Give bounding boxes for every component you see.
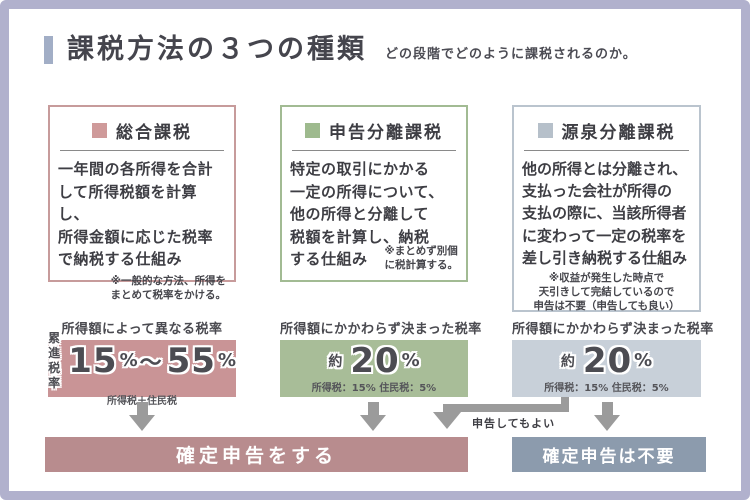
- green-square-icon: [305, 123, 320, 138]
- rate-value: 累進 税率 15 % ～ 55 %: [48, 331, 236, 391]
- badge-line: 税率: [48, 360, 62, 390]
- conclusion-no-tax-return-needed: 確定申告は不要: [512, 437, 706, 472]
- card-note: ※収益が発生した時点で 天引きして完結しているので 申告は不要（申告しても良い）: [522, 271, 691, 314]
- card-note: ※まとめず別個 に税計算する。: [385, 244, 459, 272]
- gray-square-icon: [537, 123, 553, 138]
- body-line: 所得金額に応じた税率: [58, 227, 214, 246]
- badge-line: 累進: [48, 330, 62, 360]
- rate-box-fixed-1: 約 20 % 所得税：15% 住民税：5%: [280, 340, 468, 397]
- card-body: 特定の取引にかかる 一定の所得について、 他の所得と分離して 税額を計算し、納税…: [290, 158, 458, 271]
- card-separate-withholding-taxation: 源泉分離課税 他の所得とは分離され、 支払った会社が所得の 支払の際に、当該所得…: [512, 105, 701, 312]
- note-line: ※まとめず別個: [384, 244, 458, 257]
- approx-prefix: 約: [328, 353, 343, 370]
- rate-sub-label: 所得税：15% 住民税：5%: [311, 382, 437, 394]
- body-line: 他の所得と分離して: [290, 205, 430, 223]
- body-line: 一定の所得について、: [290, 182, 444, 201]
- rate-label-progressive: 所得額によって異なる税率: [61, 322, 223, 337]
- rate-sub-label: 所得税＋住民税: [107, 395, 177, 407]
- rate-label-fixed-2: 所得額にかかわらず決まった税率: [512, 322, 714, 337]
- card-body: 他の所得とは分離され、 支払った会社が所得の 支払の際に、当該所得者 に変わって…: [522, 158, 691, 269]
- card-header: 源泉分離課税: [522, 115, 691, 150]
- rate-sub-label: 所得税：15% 住民税：5%: [544, 382, 669, 394]
- title-accent-bar: [44, 36, 53, 65]
- approx-prefix: 約: [560, 353, 575, 370]
- rate-high-value: 55: [166, 340, 216, 381]
- percent-sign: %: [634, 350, 653, 371]
- rate-box-progressive: 累進 税率 15 % ～ 55 % 所得税＋住民税: [48, 331, 236, 407]
- card-note: ※一般的な方法、所得を まとめて税率をかける。: [58, 274, 227, 302]
- note-line: に税計算する。: [384, 258, 459, 271]
- branch-arrow-stub: [561, 397, 569, 407]
- body-line: 支払の際に、当該所得者: [522, 204, 687, 223]
- note-line: ※収益が発生した時点で: [548, 271, 665, 284]
- note-line: 申告は不要（申告しても良い）: [533, 300, 680, 313]
- body-line: する仕組み: [290, 250, 368, 268]
- rate-value-number: 20: [350, 340, 400, 381]
- divider: [524, 150, 689, 151]
- card-comprehensive-taxation: 総合課税 一年間の各所得を合計 して所得税額を計算し、 所得金額に応じた税率 で…: [48, 105, 236, 301]
- card-separate-self-assessment-taxation: 申告分離課税 特定の取引にかかる 一定の所得について、 他の所得と分離して 税額…: [280, 105, 468, 282]
- body-line: 特定の取引にかかる: [290, 160, 430, 178]
- rate-label-fixed-1: 所得額にかかわらず決まった税率: [280, 322, 482, 337]
- divider: [60, 150, 224, 151]
- rate-value-number: 20: [582, 340, 633, 381]
- branch-arrow-bar: [443, 404, 569, 412]
- body-line: して所得税額を計算し、: [58, 182, 198, 224]
- body-line: 一年間の各所得を合計: [58, 160, 214, 178]
- card-title: 総合課税: [116, 123, 192, 143]
- percent-sign: %: [217, 350, 236, 371]
- card-title: 源泉分離課税: [561, 123, 676, 143]
- note-line: まとめて税率をかける。: [110, 288, 227, 301]
- page-title: 課税方法の３つの種類: [67, 34, 367, 65]
- pink-square-icon: [92, 123, 107, 138]
- branch-label: 申告してもよい: [472, 417, 556, 430]
- card-title: 申告分離課税: [329, 123, 443, 143]
- down-arrow-icon: [594, 402, 620, 431]
- page-subtitle: どの段階でどのように課税されるのか。: [385, 47, 637, 63]
- card-header: 申告分離課税: [290, 115, 458, 150]
- note-line: 天引きして完結しているので: [538, 286, 675, 299]
- branch-arrow-head-icon: [433, 412, 461, 429]
- card-body: 一年間の各所得を合計 して所得税額を計算し、 所得金額に応じた税率 で納税する仕…: [58, 158, 226, 271]
- body-line: に変わって一定の税率を: [522, 226, 687, 245]
- divider: [292, 150, 456, 151]
- down-arrow-icon: [129, 402, 155, 431]
- tilde-range: ～: [139, 350, 162, 376]
- down-arrow-icon: [360, 402, 386, 431]
- note-line: ※一般的な方法、所得を: [110, 274, 226, 287]
- rate-box-fixed-2: 約 20 % 所得税：15% 住民税：5%: [512, 340, 701, 397]
- body-line: 差し引き納税する仕組み: [522, 248, 688, 267]
- header: 課税方法の３つの種類 どの段階でどのように課税されるのか。: [44, 34, 637, 66]
- percent-sign: %: [119, 350, 138, 371]
- card-header: 総合課税: [58, 115, 226, 150]
- progressive-rate-badge: 累進 税率: [48, 331, 61, 391]
- rate-value: 約 20 %: [328, 344, 419, 378]
- percent-sign: %: [401, 350, 420, 371]
- rate-low-value: 15: [68, 340, 118, 381]
- body-line: 支払った会社が所得の: [522, 182, 673, 201]
- body-line: 税額を計算し、納税: [290, 227, 430, 246]
- body-line: 他の所得とは分離され、: [522, 160, 688, 178]
- conclusion-file-tax-return: 確定申告をする: [45, 437, 468, 472]
- rate-value: 約 20 %: [561, 344, 652, 378]
- body-line: で納税する仕組み: [58, 250, 183, 268]
